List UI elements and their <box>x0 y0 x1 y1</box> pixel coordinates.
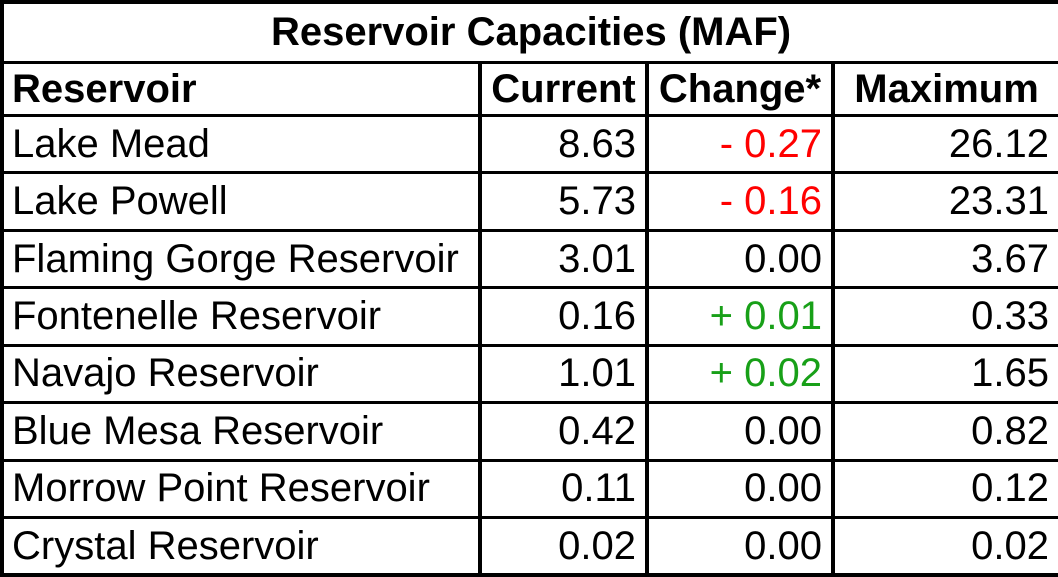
table-row: Flaming Gorge Reservoir 3.01 0.00 3.67 <box>0 228 1058 290</box>
change-value-cell: + 0.01 <box>645 286 835 347</box>
maximum-value-cell: 1.65 <box>830 343 1058 405</box>
column-header-current: Current <box>478 61 649 117</box>
change-value-cell: 0.00 <box>645 458 835 520</box>
table-title: Reservoir Capacities (MAF) <box>0 0 1058 64</box>
table-row: Fontenelle Reservoir 0.16 + 0.01 0.33 <box>0 286 1058 347</box>
reservoir-name-cell: Flaming Gorge Reservoir <box>0 228 482 290</box>
table-row: Lake Powell 5.73 - 0.16 23.31 <box>0 171 1058 232</box>
column-header-reservoir: Reservoir <box>0 61 482 117</box>
title-row: Reservoir Capacities (MAF) <box>0 0 1058 64</box>
header-row: Reservoir Current Change* Maximum <box>0 61 1058 117</box>
maximum-value-cell: 0.33 <box>830 286 1058 347</box>
current-value-cell: 0.11 <box>478 458 649 520</box>
current-value-cell: 0.42 <box>478 401 649 462</box>
table-row: Crystal Reservoir 0.02 0.00 0.02 <box>0 516 1058 577</box>
column-header-change: Change* <box>645 61 835 117</box>
maximum-value-cell: 26.12 <box>830 113 1058 175</box>
change-value-cell: - 0.27 <box>645 113 835 175</box>
table-row: Lake Mead 8.63 - 0.27 26.12 <box>0 113 1058 175</box>
reservoir-name-cell: Fontenelle Reservoir <box>0 286 482 347</box>
change-value-cell: 0.00 <box>645 401 835 462</box>
reservoir-name-cell: Navajo Reservoir <box>0 343 482 405</box>
change-value-cell: 0.00 <box>645 228 835 290</box>
change-value-cell: 0.00 <box>645 516 835 577</box>
reservoir-name-cell: Crystal Reservoir <box>0 516 482 577</box>
reservoir-name-cell: Lake Powell <box>0 171 482 232</box>
current-value-cell: 3.01 <box>478 228 649 290</box>
maximum-value-cell: 0.12 <box>830 458 1058 520</box>
reservoir-name-cell: Blue Mesa Reservoir <box>0 401 482 462</box>
reservoir-name-cell: Morrow Point Reservoir <box>0 458 482 520</box>
column-header-maximum: Maximum <box>830 61 1058 117</box>
table-row: Blue Mesa Reservoir 0.42 0.00 0.82 <box>0 401 1058 462</box>
current-value-cell: 8.63 <box>478 113 649 175</box>
current-value-cell: 0.02 <box>478 516 649 577</box>
change-value-cell: - 0.16 <box>645 171 835 232</box>
maximum-value-cell: 0.82 <box>830 401 1058 462</box>
current-value-cell: 5.73 <box>478 171 649 232</box>
table-row: Morrow Point Reservoir 0.11 0.00 0.12 <box>0 458 1058 520</box>
reservoir-name-cell: Lake Mead <box>0 113 482 175</box>
table-row: Navajo Reservoir 1.01 + 0.02 1.65 <box>0 343 1058 405</box>
change-value-cell: + 0.02 <box>645 343 835 405</box>
current-value-cell: 0.16 <box>478 286 649 347</box>
maximum-value-cell: 3.67 <box>830 228 1058 290</box>
current-value-cell: 1.01 <box>478 343 649 405</box>
maximum-value-cell: 0.02 <box>830 516 1058 577</box>
maximum-value-cell: 23.31 <box>830 171 1058 232</box>
